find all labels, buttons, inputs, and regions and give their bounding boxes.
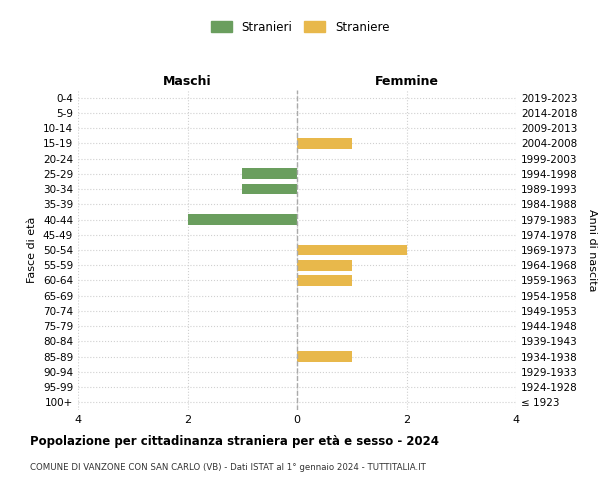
- Y-axis label: Anni di nascita: Anni di nascita: [587, 209, 597, 291]
- Bar: [242, 184, 297, 194]
- Bar: [297, 244, 407, 256]
- Text: Maschi: Maschi: [163, 74, 212, 88]
- Bar: [297, 352, 352, 362]
- Text: COMUNE DI VANZONE CON SAN CARLO (VB) - Dati ISTAT al 1° gennaio 2024 - TUTTITALI: COMUNE DI VANZONE CON SAN CARLO (VB) - D…: [30, 462, 426, 471]
- Text: Popolazione per cittadinanza straniera per età e sesso - 2024: Popolazione per cittadinanza straniera p…: [30, 435, 439, 448]
- Legend: Stranieri, Straniere: Stranieri, Straniere: [206, 16, 394, 38]
- Bar: [297, 260, 352, 270]
- Text: Femmine: Femmine: [374, 74, 439, 88]
- Y-axis label: Fasce di età: Fasce di età: [28, 217, 37, 283]
- Bar: [242, 168, 297, 179]
- Bar: [187, 214, 297, 225]
- Bar: [297, 275, 352, 286]
- Bar: [297, 138, 352, 148]
